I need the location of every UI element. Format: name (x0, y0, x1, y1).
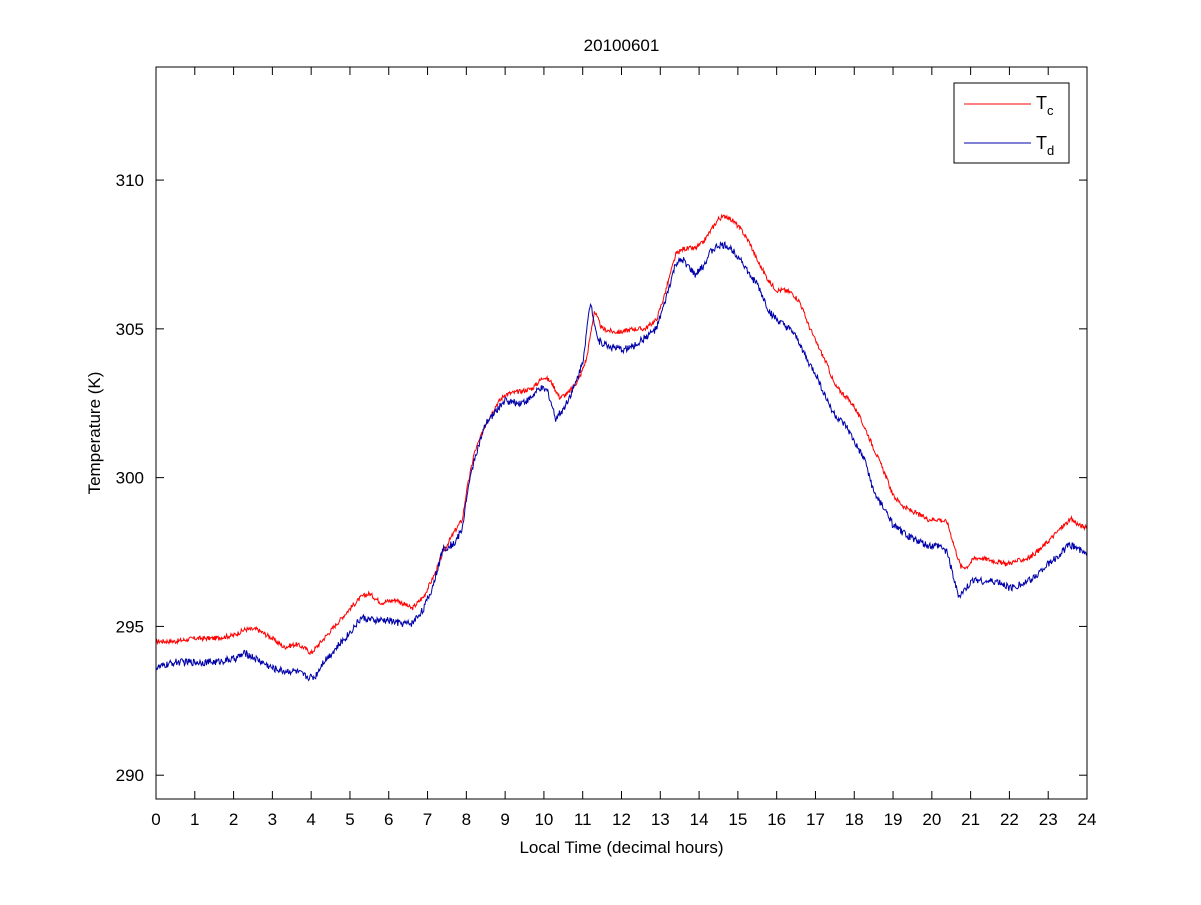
legend-label-tc-sub: c (1047, 103, 1054, 118)
x-tick-label: 24 (1078, 810, 1097, 829)
x-tick-label: 17 (806, 810, 825, 829)
series-line-tc (155, 213, 1088, 656)
axis-ticks: 0 1 2 3 4 5 6 7 8 9 10 11 12 13 14 15 16 17 18 19 20 21 22 23 24… (116, 67, 1097, 829)
x-tick-label: 9 (500, 810, 509, 829)
x-tick-label: 23 (1039, 810, 1058, 829)
x-tick-label: 0 (151, 810, 160, 829)
x-tick-label: 8 (462, 810, 471, 829)
x-tick-label: 13 (651, 810, 670, 829)
y-axis-label: Temperature (K) (85, 372, 104, 495)
y-tick-label: 305 (116, 320, 144, 339)
legend: Tc Td (953, 82, 1070, 164)
x-tick-label: 18 (845, 810, 864, 829)
x-axis-label: Local Time (decimal hours) (519, 838, 723, 857)
series-line-td (155, 241, 1088, 682)
legend-box (953, 82, 1070, 164)
x-tick-label: 2 (229, 810, 238, 829)
x-tick-label: 14 (690, 810, 709, 829)
x-tick-label: 10 (534, 810, 553, 829)
y-tick-label: 295 (116, 617, 144, 636)
y-tick-label: 300 (116, 469, 144, 488)
x-tick-label: 1 (190, 810, 199, 829)
chart-title: 20100601 (584, 36, 660, 55)
plot-content (155, 213, 1088, 682)
legend-label-td-main: T (1036, 133, 1047, 153)
y-tick-label: 290 (116, 766, 144, 785)
x-tick-label: 11 (574, 810, 592, 829)
x-tick-label: 3 (268, 810, 277, 829)
x-tick-label: 6 (384, 810, 393, 829)
legend-label-tc: Tc (1036, 93, 1054, 118)
x-tick-label: 21 (961, 810, 980, 829)
x-tick-label: 4 (306, 810, 315, 829)
legend-label-td: Td (1036, 133, 1054, 158)
y-tick-label: 310 (116, 171, 144, 190)
legend-label-tc-main: T (1036, 93, 1047, 113)
legend-label-td-sub: d (1047, 143, 1054, 158)
x-tick-label: 5 (345, 810, 354, 829)
x-tick-label: 22 (1000, 810, 1019, 829)
x-tick-label: 7 (423, 810, 432, 829)
x-tick-label: 12 (612, 810, 631, 829)
x-tick-label: 16 (767, 810, 786, 829)
x-tick-label: 15 (728, 810, 747, 829)
x-tick-label: 20 (922, 810, 941, 829)
x-tick-label: 19 (884, 810, 903, 829)
